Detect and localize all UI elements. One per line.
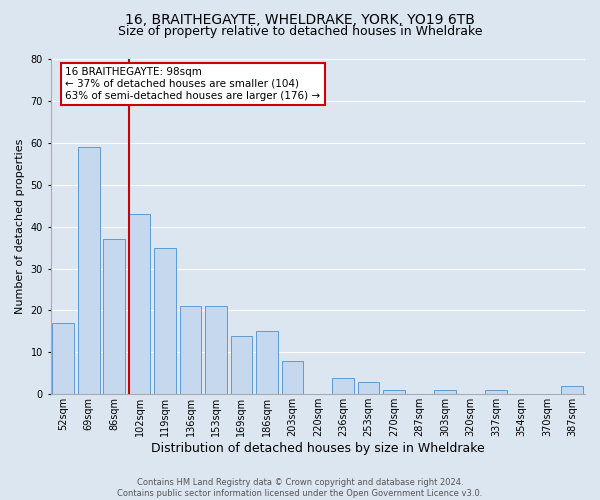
Bar bbox=[358, 382, 379, 394]
Bar bbox=[383, 390, 405, 394]
Text: 16 BRAITHEGAYTE: 98sqm
← 37% of detached houses are smaller (104)
63% of semi-de: 16 BRAITHEGAYTE: 98sqm ← 37% of detached… bbox=[65, 68, 320, 100]
Bar bbox=[205, 306, 227, 394]
Bar bbox=[332, 378, 354, 394]
Bar bbox=[562, 386, 583, 394]
Y-axis label: Number of detached properties: Number of detached properties bbox=[15, 139, 25, 314]
Bar bbox=[180, 306, 202, 394]
Bar bbox=[52, 323, 74, 394]
Text: 16, BRAITHEGAYTE, WHELDRAKE, YORK, YO19 6TB: 16, BRAITHEGAYTE, WHELDRAKE, YORK, YO19 … bbox=[125, 12, 475, 26]
Bar bbox=[256, 332, 278, 394]
Text: Size of property relative to detached houses in Wheldrake: Size of property relative to detached ho… bbox=[118, 25, 482, 38]
Bar bbox=[103, 239, 125, 394]
Bar bbox=[129, 214, 151, 394]
X-axis label: Distribution of detached houses by size in Wheldrake: Distribution of detached houses by size … bbox=[151, 442, 485, 455]
Bar bbox=[485, 390, 507, 394]
Bar bbox=[154, 248, 176, 394]
Bar bbox=[230, 336, 252, 394]
Text: Contains HM Land Registry data © Crown copyright and database right 2024.
Contai: Contains HM Land Registry data © Crown c… bbox=[118, 478, 482, 498]
Bar bbox=[281, 361, 303, 394]
Bar bbox=[434, 390, 456, 394]
Bar bbox=[78, 147, 100, 394]
